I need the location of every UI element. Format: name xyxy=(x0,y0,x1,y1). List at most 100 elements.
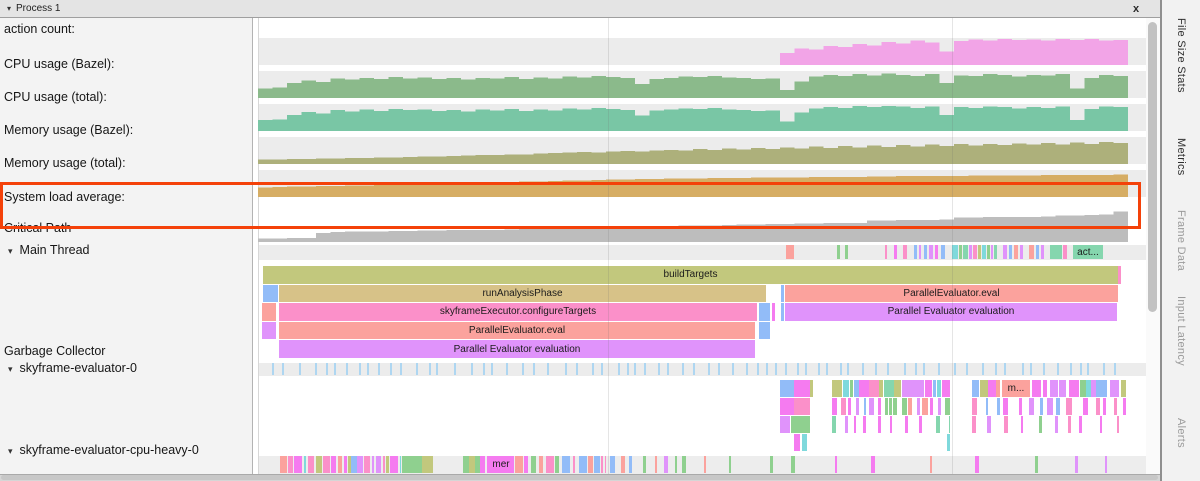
slice[interactable] xyxy=(708,363,711,375)
slice[interactable] xyxy=(538,456,544,473)
slice[interactable] xyxy=(565,363,568,375)
slice[interactable] xyxy=(530,456,537,473)
row-label-skyframe-evaluator-cpu-heavy-0[interactable]: ▾ skyframe-evaluator-cpu-heavy-0 xyxy=(8,443,199,457)
slice[interactable] xyxy=(775,363,778,375)
horizontal-scrollbar-thumb[interactable] xyxy=(1,475,1158,480)
slice[interactable] xyxy=(888,398,892,415)
process-close-button[interactable]: x xyxy=(1132,3,1140,15)
slice-m[interactable]: m... xyxy=(1002,380,1030,397)
slice[interactable] xyxy=(591,363,594,375)
slice[interactable] xyxy=(759,321,770,340)
slice[interactable] xyxy=(1039,398,1044,415)
slice[interactable] xyxy=(858,380,869,397)
slice[interactable] xyxy=(929,456,933,473)
slice[interactable] xyxy=(1079,363,1082,375)
slice[interactable] xyxy=(791,456,795,473)
slice[interactable] xyxy=(604,456,606,473)
slice[interactable] xyxy=(972,380,980,397)
slice[interactable] xyxy=(994,363,997,375)
slice[interactable] xyxy=(1096,398,1100,415)
slice[interactable] xyxy=(781,284,784,303)
slice[interactable] xyxy=(394,456,399,473)
slice[interactable] xyxy=(1043,363,1046,375)
slice[interactable] xyxy=(1057,363,1060,375)
slice[interactable] xyxy=(704,456,706,473)
slice[interactable] xyxy=(1078,416,1082,433)
slice[interactable] xyxy=(575,363,578,375)
slice[interactable] xyxy=(996,398,1000,415)
slice[interactable] xyxy=(681,456,687,473)
slice[interactable] xyxy=(871,456,876,473)
slice[interactable] xyxy=(422,456,433,473)
slice[interactable] xyxy=(515,456,523,473)
slice[interactable] xyxy=(428,363,431,375)
slice[interactable] xyxy=(522,363,525,375)
slice[interactable] xyxy=(1074,456,1078,473)
slice[interactable] xyxy=(718,363,721,375)
slice[interactable] xyxy=(1104,456,1107,473)
slice[interactable] xyxy=(280,456,288,473)
slice[interactable] xyxy=(262,303,276,321)
slice[interactable] xyxy=(1080,380,1086,397)
slice[interactable] xyxy=(878,398,882,415)
slice[interactable] xyxy=(1099,416,1102,433)
slice[interactable] xyxy=(855,398,859,415)
slice[interactable] xyxy=(1082,398,1089,415)
slice[interactable] xyxy=(963,245,968,259)
slice[interactable] xyxy=(840,363,843,375)
slice[interactable] xyxy=(818,363,821,375)
slice[interactable] xyxy=(804,363,807,375)
slice[interactable] xyxy=(885,245,887,259)
slice[interactable] xyxy=(981,363,984,375)
slice[interactable] xyxy=(972,416,976,433)
slice[interactable] xyxy=(886,363,889,375)
slice[interactable] xyxy=(644,363,647,375)
slice[interactable] xyxy=(681,363,684,375)
slice[interactable] xyxy=(1004,416,1008,433)
slice[interactable] xyxy=(922,363,925,375)
slice[interactable] xyxy=(869,398,874,415)
slice-act[interactable]: act... xyxy=(1073,245,1103,259)
slice[interactable] xyxy=(692,363,695,375)
thread-expand-icon[interactable]: ▾ xyxy=(8,446,13,456)
slice[interactable] xyxy=(901,398,907,415)
slice[interactable] xyxy=(938,398,942,415)
slice[interactable] xyxy=(796,363,799,375)
slice[interactable] xyxy=(483,363,486,375)
slice[interactable] xyxy=(746,363,749,375)
slice[interactable] xyxy=(756,363,759,375)
slice[interactable] xyxy=(288,456,294,473)
slice[interactable] xyxy=(936,380,941,397)
slice-parallelevaluator-eval[interactable]: ParallelEvaluator.eval xyxy=(785,284,1118,303)
slice[interactable] xyxy=(667,363,670,375)
slice[interactable] xyxy=(345,363,348,375)
slice-parallel-evaluator-evaluation[interactable]: Parallel Evaluator evaluation xyxy=(279,340,755,358)
slice[interactable] xyxy=(802,434,807,451)
slice[interactable] xyxy=(1019,398,1022,415)
sidebar-tab-input-latency[interactable]: Input Latency xyxy=(1175,296,1187,366)
slice[interactable] xyxy=(572,456,576,473)
slice[interactable] xyxy=(995,380,1000,397)
slice[interactable] xyxy=(925,380,933,397)
slice[interactable] xyxy=(601,456,604,473)
slice[interactable] xyxy=(386,456,389,473)
slice[interactable] xyxy=(415,363,418,375)
sidebar-tab-metrics[interactable]: Metrics xyxy=(1175,138,1187,176)
slice[interactable] xyxy=(850,380,854,397)
slice[interactable] xyxy=(303,456,307,473)
slice[interactable] xyxy=(929,398,934,415)
slice[interactable] xyxy=(282,363,285,375)
slice[interactable] xyxy=(853,416,856,433)
slice[interactable] xyxy=(400,363,403,375)
slice[interactable] xyxy=(371,456,374,473)
slice[interactable] xyxy=(953,363,956,375)
slice[interactable] xyxy=(343,456,348,473)
slice[interactable] xyxy=(351,456,357,473)
slice[interactable] xyxy=(834,456,838,473)
slice-skyframeexecutor-configuretargets[interactable]: skyframeExecutor.configureTargets xyxy=(279,303,757,321)
slice[interactable] xyxy=(794,434,800,451)
slice[interactable] xyxy=(587,456,593,473)
slice[interactable] xyxy=(1002,398,1009,415)
slice[interactable] xyxy=(1096,380,1108,397)
slice[interactable] xyxy=(664,456,668,473)
